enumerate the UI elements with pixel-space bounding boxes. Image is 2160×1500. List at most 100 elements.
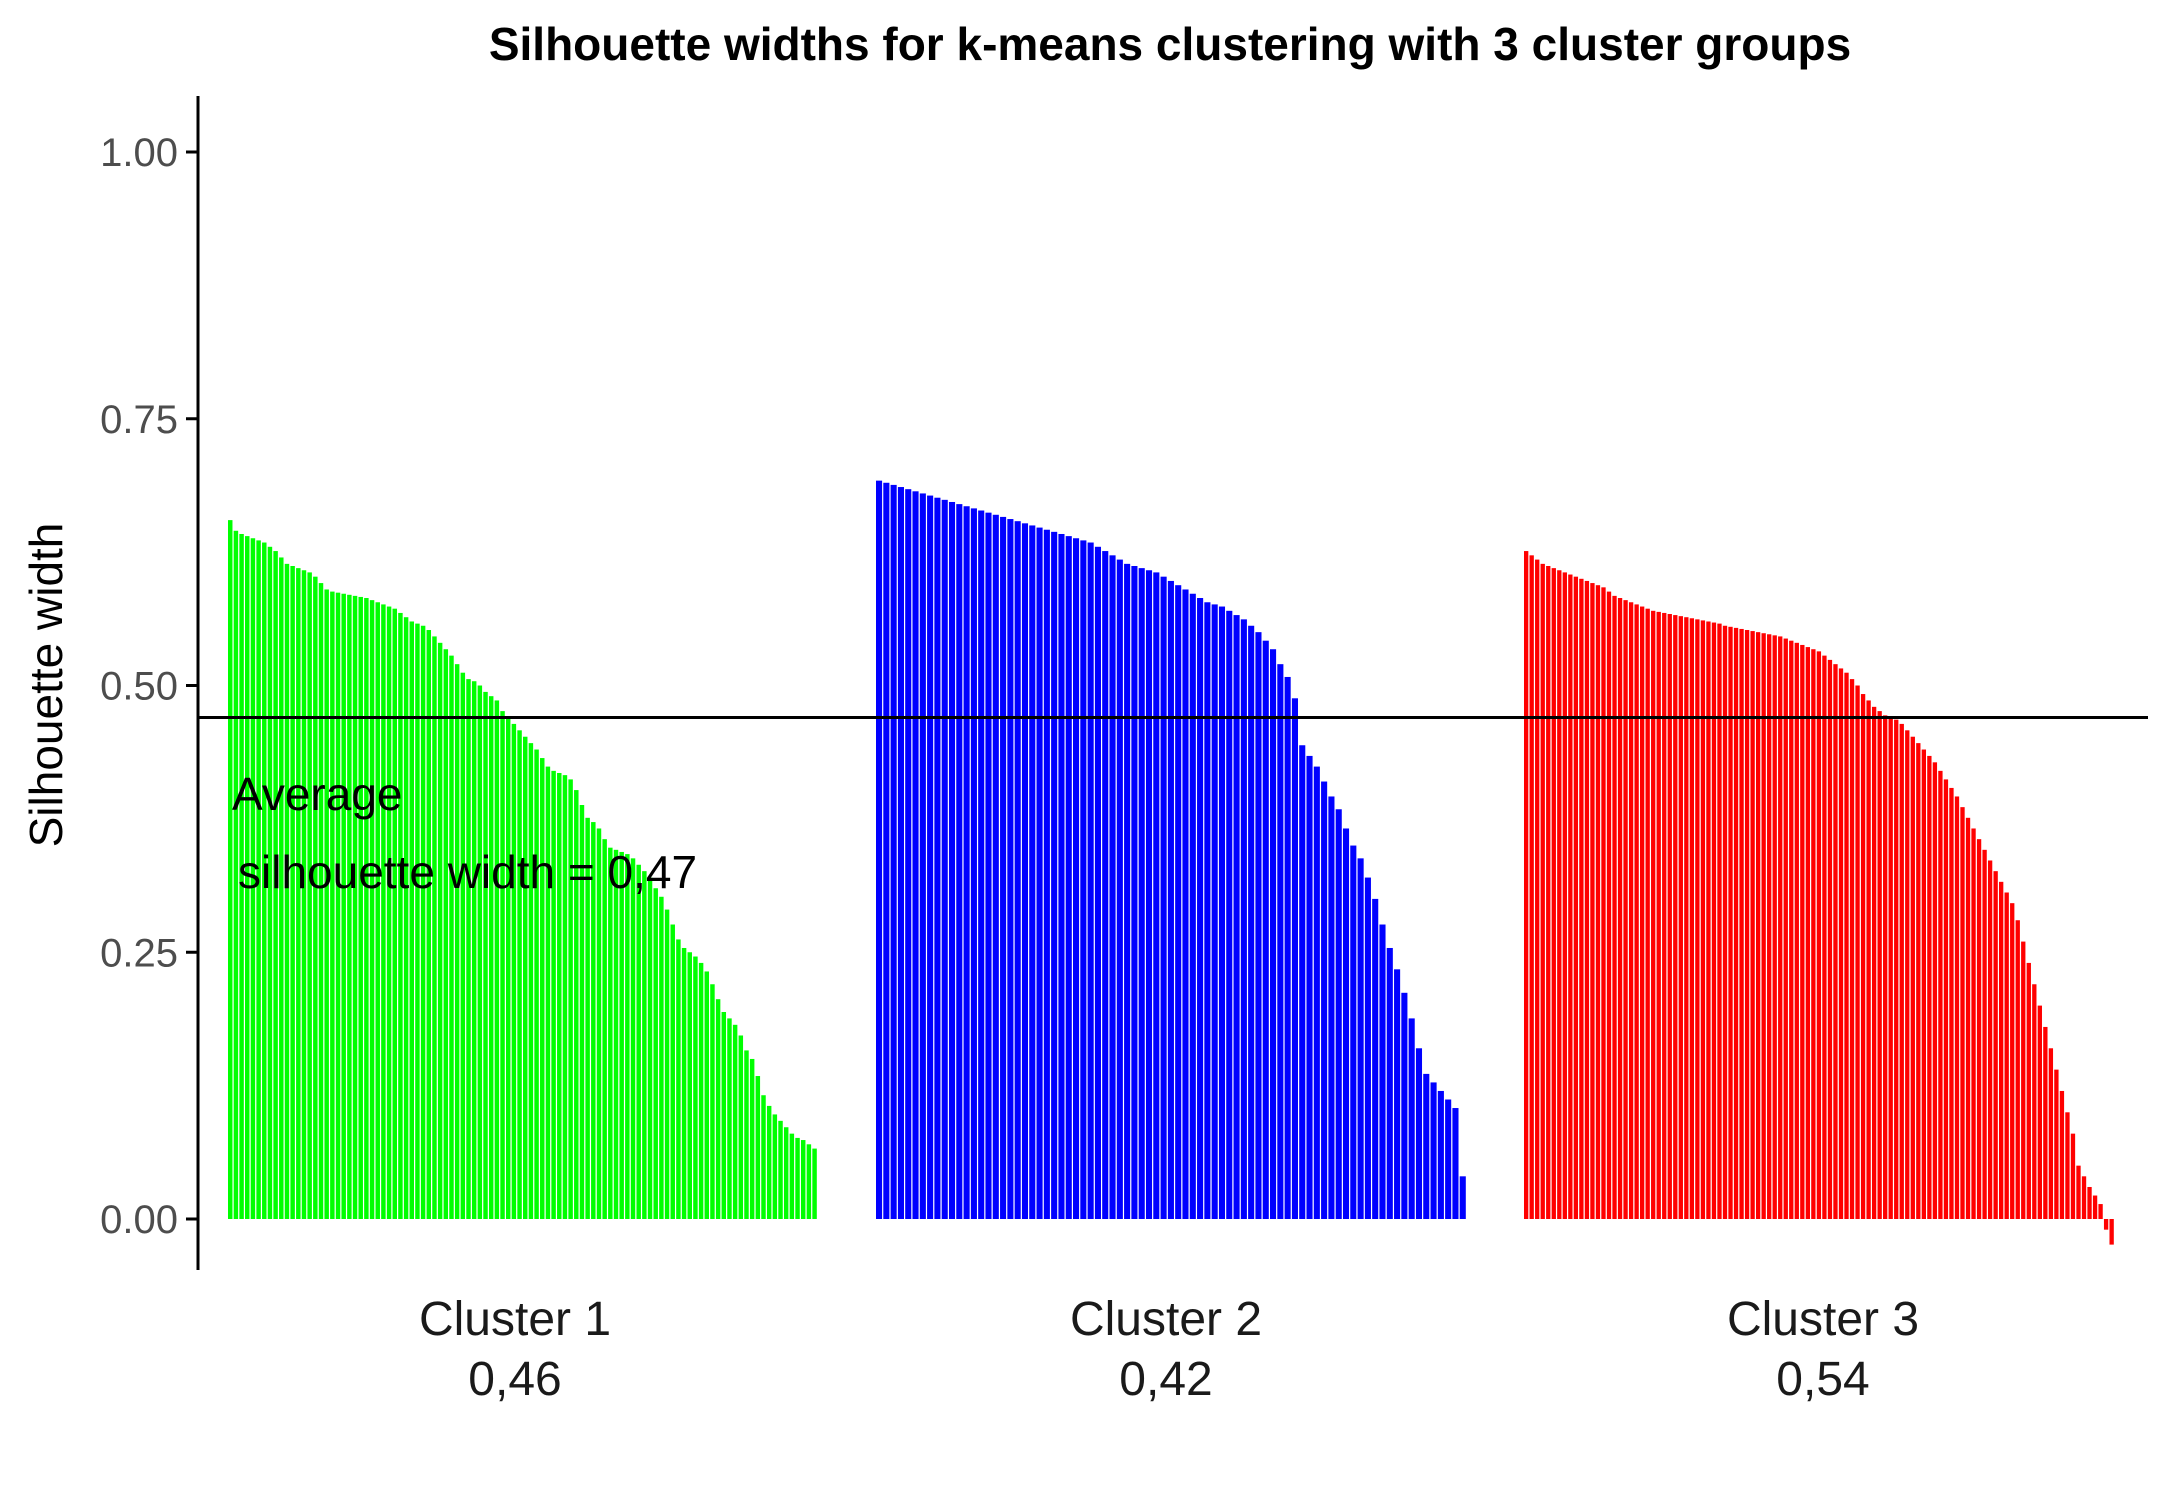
silhouette-bar: [778, 1120, 783, 1219]
silhouette-bar: [307, 572, 312, 1219]
silhouette-bar: [647, 877, 653, 1219]
silhouette-bar: [1971, 828, 1976, 1219]
silhouette-bar: [1755, 632, 1761, 1219]
silhouette-bar: [1138, 568, 1145, 1219]
silhouette-bar: [460, 672, 466, 1219]
silhouette-bar: [1932, 762, 1938, 1219]
silhouette-bar: [1211, 604, 1218, 1219]
silhouette-bar: [1706, 621, 1711, 1219]
silhouette-bar: [934, 497, 941, 1220]
silhouette-bar: [1546, 566, 1551, 1219]
y-ticks: 0.00 0.25 0.50 0.75 1.00: [100, 131, 198, 1242]
silhouette-bar: [1087, 542, 1094, 1219]
silhouette-bar: [1452, 1108, 1459, 1219]
y-tick-label: 0.25: [100, 931, 178, 975]
silhouette-bar: [1778, 636, 1783, 1219]
silhouette-bar: [1695, 619, 1700, 1219]
silhouette-bar: [1394, 969, 1401, 1219]
silhouette-bar: [890, 484, 897, 1219]
y-axis-label: Silhouette width: [20, 523, 72, 848]
cluster-label: Cluster 3: [1727, 1293, 1919, 1346]
silhouette-bar: [540, 758, 545, 1219]
silhouette-bar: [1651, 610, 1656, 1219]
silhouette-bar: [1408, 1018, 1415, 1219]
silhouette-bar: [1535, 559, 1540, 1219]
silhouette-bar: [1722, 625, 1728, 1219]
silhouette-bar: [1328, 796, 1335, 1219]
silhouette-bar: [364, 598, 369, 1219]
silhouette-bar: [534, 749, 539, 1219]
silhouette-bar: [1921, 749, 1926, 1219]
silhouette-bar: [1673, 615, 1678, 1219]
silhouette-bar: [664, 909, 670, 1219]
silhouette-bar: [381, 604, 386, 1219]
silhouette-bar: [1894, 719, 1899, 1219]
y-tick-label: 0.75: [100, 398, 178, 442]
silhouette-bar: [744, 1050, 749, 1219]
silhouette-bar: [1014, 521, 1021, 1219]
silhouette-bar: [1415, 1048, 1423, 1219]
silhouette-bar: [812, 1148, 817, 1219]
silhouette-bar: [1711, 622, 1717, 1219]
silhouette-bar: [2059, 1090, 2065, 1219]
silhouette-bar: [1733, 627, 1739, 1219]
silhouette-bar: [1204, 602, 1211, 1219]
silhouette-bar: [693, 956, 698, 1219]
silhouette-bar: [732, 1024, 738, 1219]
silhouette-bar: [1291, 698, 1298, 1219]
silhouette-bar: [290, 566, 295, 1219]
silhouette-bar: [1051, 531, 1058, 1219]
silhouette-bar: [579, 805, 585, 1219]
silhouette-bar: [1943, 779, 1949, 1219]
silhouette-bar: [919, 493, 926, 1219]
silhouette-bar: [1437, 1090, 1444, 1219]
silhouette-bar: [585, 817, 590, 1219]
silhouette-bar: [1255, 632, 1262, 1219]
silhouette-bar: [347, 594, 352, 1219]
silhouette-bar: [471, 681, 477, 1219]
silhouette-bar: [715, 999, 721, 1219]
silhouette-bar: [2010, 903, 2015, 1219]
silhouette-bar: [1993, 871, 1998, 1219]
silhouette-bar: [500, 711, 505, 1219]
silhouette-bar: [642, 871, 647, 1219]
silhouette-bar: [318, 583, 324, 1219]
silhouette-bar: [1350, 845, 1357, 1219]
silhouette-bar: [1982, 849, 1987, 1219]
cluster-average-label: 0,46: [468, 1353, 561, 1406]
silhouette-bar: [1584, 580, 1590, 1219]
silhouette-bar: [1306, 755, 1313, 1219]
silhouette-bar: [749, 1058, 755, 1219]
silhouette-bar: [449, 655, 454, 1219]
silhouette-bar: [1459, 1176, 1466, 1219]
silhouette-bar: [596, 828, 602, 1219]
silhouette-bar: [1905, 730, 1910, 1219]
silhouette-bar: [517, 730, 522, 1219]
silhouette-bar: [1284, 676, 1291, 1219]
silhouette-bar: [1639, 606, 1645, 1219]
silhouette-bar: [1058, 533, 1065, 1219]
cluster-1-bars: [228, 520, 817, 1219]
silhouette-bar: [505, 717, 511, 1219]
silhouette-bar: [454, 664, 460, 1219]
silhouette-bar: [483, 691, 488, 1219]
silhouette-bar: [883, 482, 890, 1219]
silhouette-bar: [1153, 572, 1160, 1219]
silhouette-bar: [1579, 578, 1584, 1219]
silhouette-bar: [1182, 589, 1189, 1219]
silhouette-bar: [1744, 630, 1750, 1219]
silhouette-bar: [1689, 618, 1695, 1219]
silhouette-bar: [466, 679, 471, 1219]
silhouette-bar: [262, 542, 267, 1219]
silhouette-bar: [985, 512, 992, 1219]
silhouette-bar: [2015, 920, 2020, 1219]
y-tick-label: 0.50: [100, 665, 178, 709]
silhouette-bar: [1678, 616, 1683, 1219]
cluster-label: Cluster 2: [1070, 1293, 1262, 1346]
silhouette-bar: [1717, 623, 1722, 1219]
silhouette-bar: [772, 1114, 778, 1219]
silhouette-bar: [710, 984, 715, 1219]
silhouette-bar: [2048, 1048, 2054, 1219]
cluster-2-bars: [876, 480, 1466, 1220]
silhouette-bar: [415, 623, 420, 1219]
